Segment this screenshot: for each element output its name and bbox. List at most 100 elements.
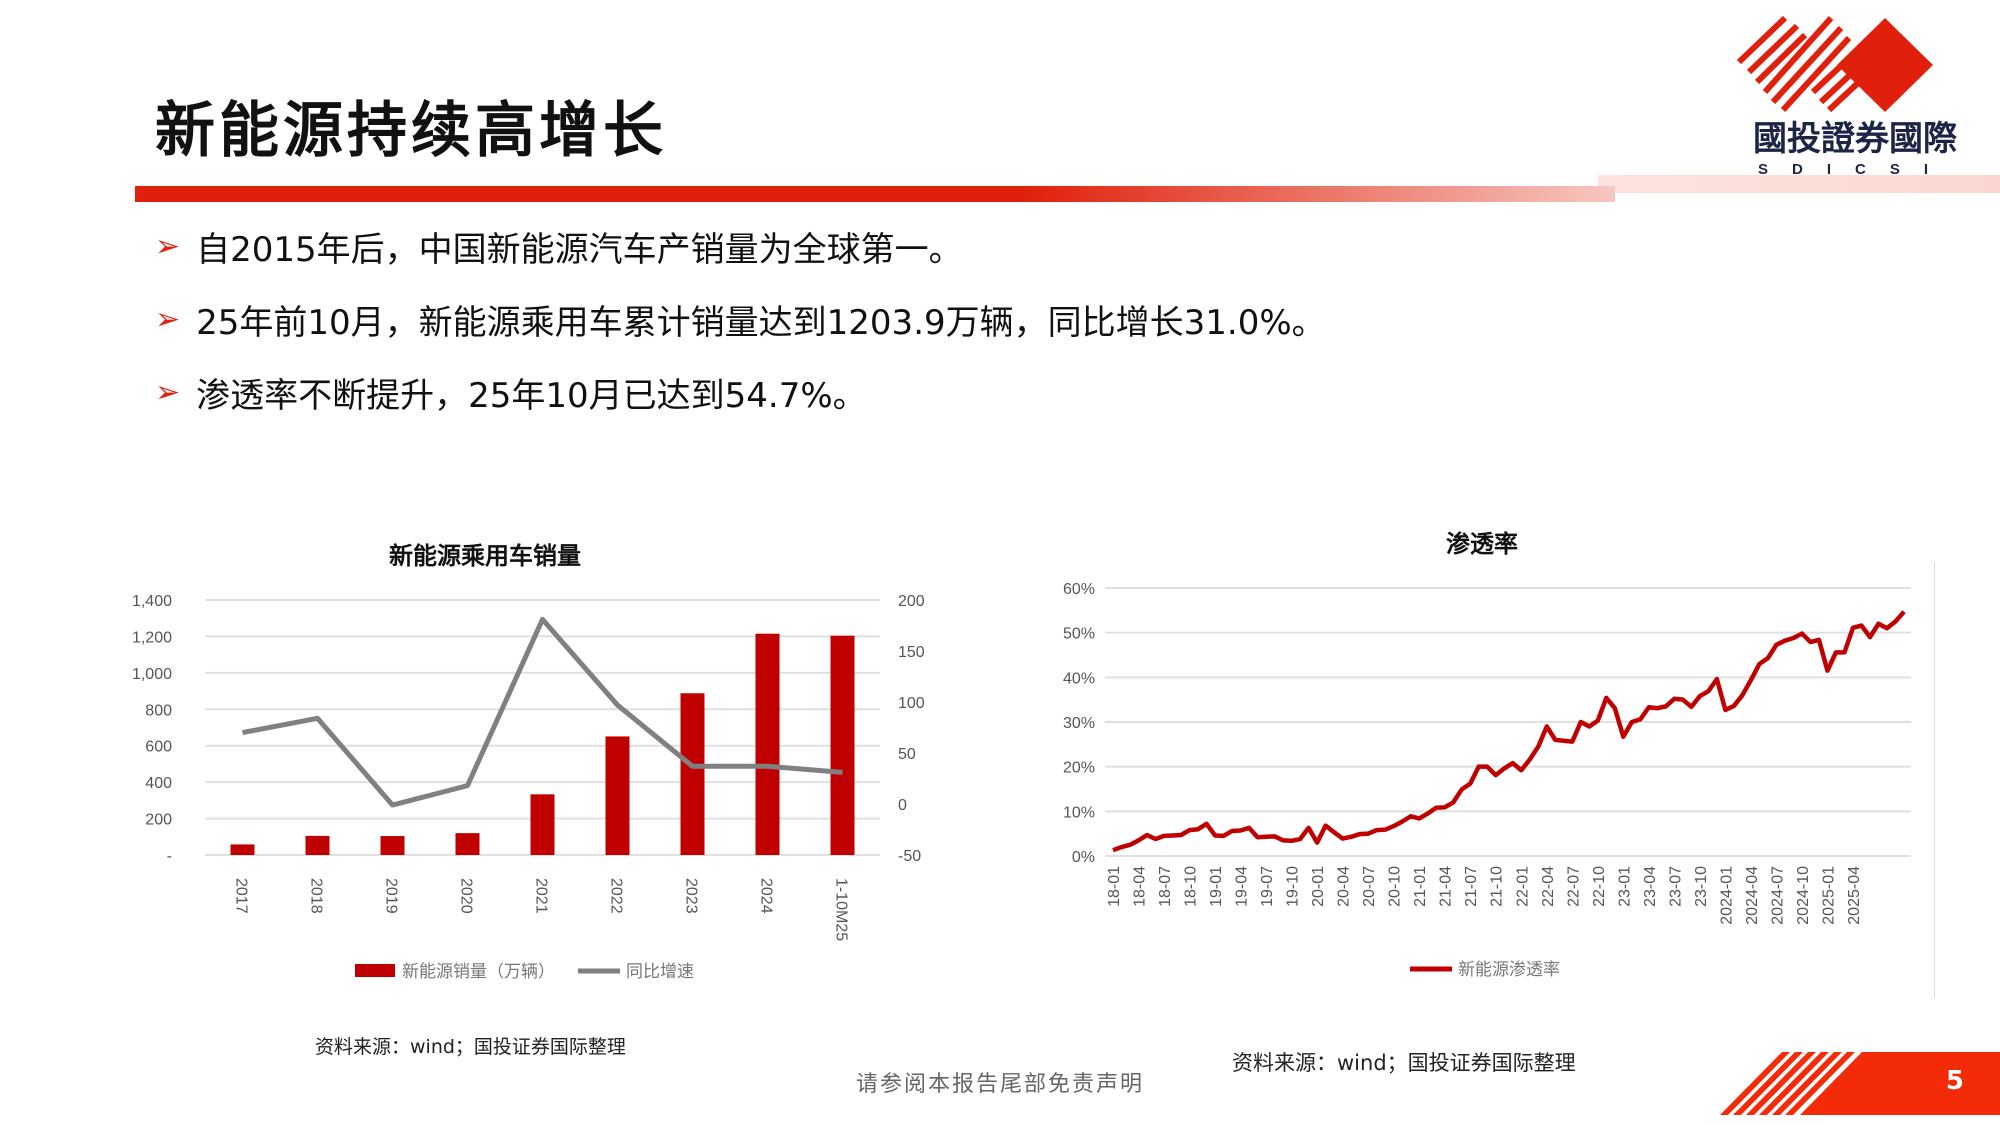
x-tick-label: 21-07 [1463,866,1480,907]
legend-swatch-bar [355,964,395,977]
disclaimer-note: 请参阅本报告尾部免责声明 [855,1072,1145,1097]
arrow-right-icon: ➢ [155,302,181,337]
bar [680,693,705,855]
sales-chart-source: 资料来源：wind；国投证券国际整理 [315,1036,626,1058]
x-tick-label: 21-04 [1438,866,1455,907]
x-tick-label: 23-04 [1642,866,1659,907]
y-tick-label: 50% [1063,626,1095,643]
y-tick-label-left: 1,000 [132,666,172,683]
logo-mark-icon: 國投證券國際 SDICSI [1736,15,1957,178]
bar [830,635,855,855]
y-tick-label: 40% [1063,670,1095,687]
arrow-right-icon: ➢ [155,375,181,410]
x-tick-label: 2020 [458,878,475,914]
y-tick-label: 20% [1063,760,1095,777]
x-tick-label: 2025-04 [1846,866,1863,925]
x-tick-label: 2023 [683,878,700,914]
logo-name-en: SDICSI [1758,161,1952,178]
x-tick-label: 18-10 [1183,866,1200,907]
x-tick-label: 18-01 [1106,866,1123,907]
x-tick-label: 2018 [308,878,325,914]
bullet-item: ➢ 渗透率不断提升，25年10月已达到54.7%。 [155,368,867,417]
chart-border [1934,562,1935,998]
legend-label: 新能源渗透率 [1458,960,1560,979]
bullet-text: 25年前10月，新能源乘用车累计销量达到1203.9万辆，同比增长31.0%。 [196,303,1326,343]
x-tick-label: 23-10 [1693,866,1710,907]
bar [455,833,480,855]
sales-chart-title: 新能源乘用车销量 [389,541,581,570]
y-tick-label-right: 100 [898,695,925,712]
legend-label: 同比增速 [626,962,694,981]
bar [605,736,630,855]
x-tick-label: 23-07 [1667,866,1684,907]
x-tick-label: 23-01 [1616,866,1633,907]
x-tick-label: 19-10 [1285,866,1302,907]
page-number: 5 [1945,1066,1964,1096]
x-tick-label: 21-01 [1412,866,1429,907]
x-tick-label: 20-01 [1310,866,1327,907]
x-tick-label: 19-01 [1208,866,1225,907]
y-tick-label-left: 200 [145,812,172,829]
y-tick-label-right: 150 [898,644,925,661]
y-tick-label-left: 1,200 [132,629,172,646]
x-tick-label: 19-04 [1234,866,1251,907]
y-tick-label-left: 400 [145,775,172,792]
penetration-chart-title: 渗透率 [1446,529,1518,558]
x-tick-label: 2022 [608,878,625,914]
bullet-text: 渗透率不断提升，25年10月已达到54.7%。 [196,376,867,416]
y-tick-label: 30% [1063,715,1095,732]
x-tick-label: 2017 [233,878,250,914]
x-tick-label: 22-04 [1540,866,1557,907]
bar [755,633,780,855]
legend-label: 新能源销量（万辆） [402,962,555,981]
sales-chart: - 200 400 600 800 1,000 1,200 1,400 -50 0 50 100 150… [132,593,925,981]
bullet-item: ➢ 自2015年后，中国新能源汽车产销量为全球第一。 [155,222,963,271]
company-logo: 國投證券國際 SDICSI [1725,8,1985,178]
bar [380,836,405,855]
x-tick-label: 20-10 [1387,866,1404,907]
bar [530,794,555,855]
page-number-badge [1720,1052,2000,1115]
header-accent-bar [1598,175,2000,193]
y-tick-label-right: 200 [898,593,925,610]
x-tick-label: 18-04 [1132,866,1149,907]
x-tick-label: 2024-10 [1795,866,1812,925]
bullet-item: ➢ 25年前10月，新能源乘用车累计销量达到1203.9万辆，同比增长31.0%。 [155,295,1326,344]
x-tick-label: 2025-01 [1820,866,1837,925]
x-tick-label: 20-04 [1336,866,1353,907]
x-tick-label: 22-01 [1514,866,1531,907]
y-tick-label-right: 50 [898,746,916,763]
x-tick-label: 2024 [758,878,775,914]
y-tick-label: 60% [1063,581,1095,598]
x-tick-label: 19-07 [1259,866,1276,907]
logo-name-cn: 國投證券國際 [1753,119,1957,158]
y-tick-label: 10% [1063,804,1095,821]
page-title: 新能源持续高增长 [155,96,667,166]
y-tick-label-left: 800 [145,702,172,719]
x-tick-label: 2024-07 [1769,866,1786,925]
title-underline-bar [135,186,1615,202]
x-tick-label: 20-07 [1361,866,1378,907]
bullet-text: 自2015年后，中国新能源汽车产销量为全球第一。 [196,230,963,270]
x-tick-label: 2024-01 [1718,866,1735,925]
x-tick-label: 2019 [383,878,400,914]
x-tick-label: 2024-04 [1744,866,1761,925]
x-tick-label: 22-07 [1565,866,1582,907]
y-tick-label-left: 1,400 [132,593,172,610]
arrow-right-icon: ➢ [155,229,181,264]
bar [230,844,255,855]
x-tick-label: 21-10 [1489,866,1506,907]
x-tick-label: 18-07 [1157,866,1174,907]
y-tick-label-right: -50 [898,848,921,865]
growth-line [242,616,843,808]
x-tick-label: 22-10 [1591,866,1608,907]
penetration-chart-source: 资料来源：wind；国投证券国际整理 [1232,1051,1576,1075]
x-tick-label: 1-10M25 [833,878,850,941]
bar [305,835,330,855]
penetration-line [1112,610,1906,853]
y-tick-label-left: 600 [145,739,172,756]
y-tick-label-left: - [167,848,172,865]
penetration-chart: 0% 10% 20% 30% 40% 50% 60% 18-01 18-04 18-07 18-10… [1063,581,1911,979]
y-tick-label-right: 0 [898,797,907,814]
x-tick-label: 2021 [533,878,550,914]
